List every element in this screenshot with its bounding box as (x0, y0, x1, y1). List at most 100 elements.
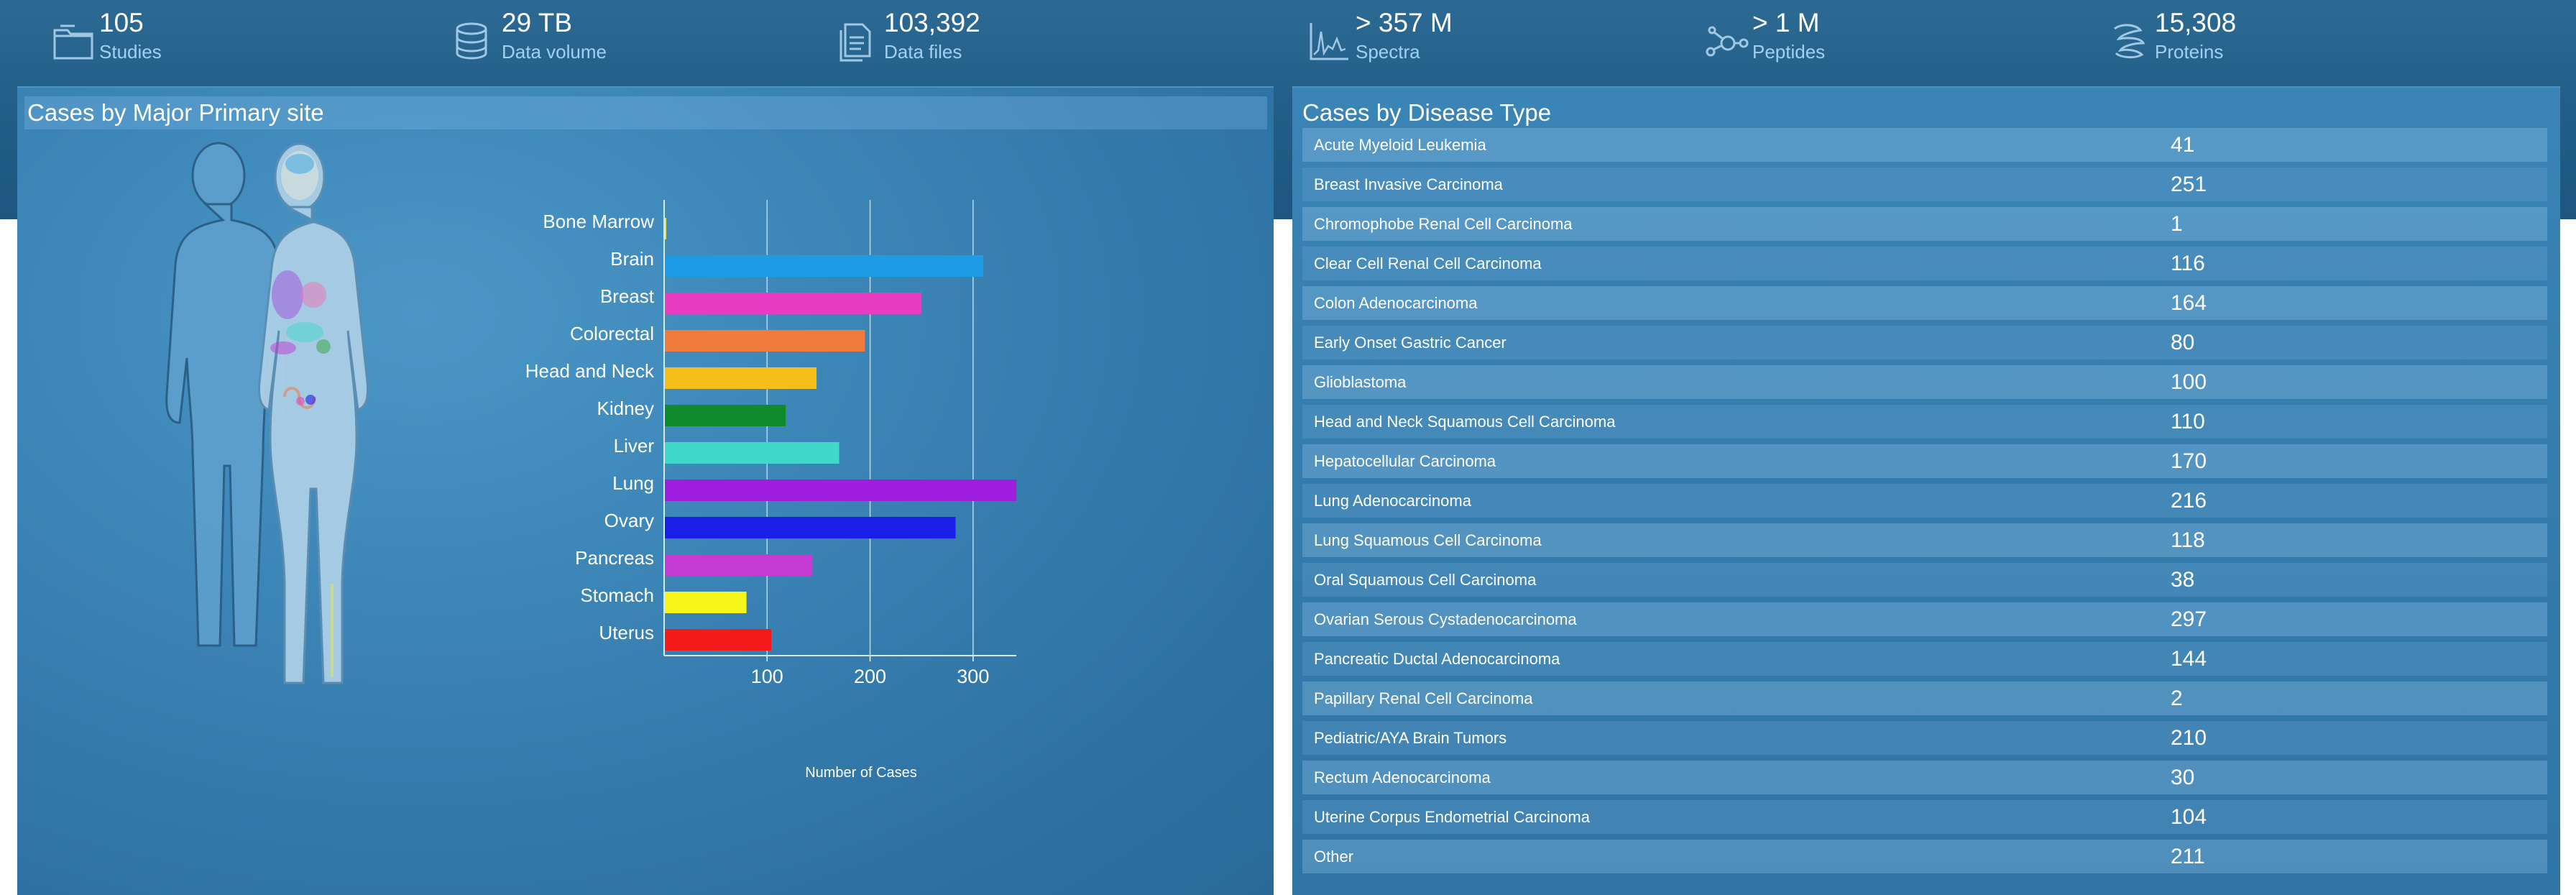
chart-x-axis: 100 200 300 (663, 200, 1016, 687)
human-body-figure[interactable] (125, 138, 413, 814)
disease-case-count: 110 (2171, 410, 2205, 433)
disease-name: Papillary Renal Cell Carcinoma (1314, 689, 1533, 707)
bar-uterus[interactable] (664, 629, 772, 651)
bar-pancreas[interactable] (664, 554, 813, 576)
disease-name: Other (1314, 848, 1354, 866)
disease-name: Acute Myeloid Leukemia (1314, 136, 1486, 154)
disease-row[interactable]: Early Onset Gastric Cancer 80 (1302, 326, 2547, 359)
breast-organ-icon[interactable] (300, 282, 326, 308)
spectrum-chart-icon (1310, 23, 1348, 60)
bar-breast[interactable] (664, 293, 922, 314)
liver-organ-icon[interactable] (286, 322, 323, 342)
cases-by-disease-type-panel: Cases by Disease Type Acute Myeloid Leuk… (1292, 86, 2560, 895)
disease-case-count: 38 (2171, 568, 2195, 592)
disease-name: Head and Neck Squamous Cell Carcinoma (1314, 413, 1616, 431)
ovary-organ-icon[interactable] (305, 395, 316, 405)
disease-name: Clear Cell Renal Cell Carcinoma (1314, 254, 1542, 272)
uterus-organ-icon[interactable] (296, 397, 305, 405)
bar-kidney[interactable] (664, 405, 786, 426)
bar-stomach[interactable] (664, 592, 747, 613)
bar-bone-marrow[interactable] (664, 218, 666, 239)
stat-value: 15,308 (2155, 8, 2237, 37)
x-tick-label: 300 (957, 666, 989, 687)
bar-liver[interactable] (664, 442, 840, 464)
stat-data-volume[interactable]: 29 TB Data volume (453, 6, 640, 78)
bar-brain[interactable] (664, 255, 984, 277)
chart-bars (664, 218, 1016, 651)
disease-case-count: 80 (2171, 331, 2195, 354)
pancreas-organ-icon[interactable] (270, 341, 296, 354)
category-label: Brain (610, 248, 654, 270)
disease-row[interactable]: Rectum Adenocarcinoma 30 (1302, 761, 2547, 794)
cases-by-primary-site-panel: Cases by Major Primary site Bone Marrow B… (17, 86, 1274, 895)
brain-organ-icon[interactable] (285, 154, 314, 174)
disease-case-count: 104 (2171, 805, 2207, 829)
stat-data-files[interactable]: 103,392 Data files (835, 6, 1036, 78)
bone-marrow-organ-icon[interactable] (331, 584, 334, 677)
primary-site-bar-chart: Bone Marrow Brain Breast Colorectal Head and… (525, 200, 1016, 781)
disease-row[interactable]: Breast Invasive Carcinoma 251 (1302, 167, 2547, 201)
bar-ovary[interactable] (664, 517, 956, 538)
disease-row[interactable]: Papillary Renal Cell Carcinoma 2 (1302, 681, 2547, 715)
disease-row[interactable]: Chromophobe Renal Cell Carcinoma 1 (1302, 207, 2547, 241)
disease-row[interactable]: Hepatocellular Carcinoma 170 (1302, 444, 2547, 478)
lung-organ-icon[interactable] (272, 270, 303, 319)
disease-row[interactable]: Pancreatic Ductal Adenocarcinoma 144 (1302, 642, 2547, 676)
stat-value: > 357 M (1356, 8, 1453, 37)
disease-name: Lung Adenocarcinoma (1314, 492, 1471, 510)
disease-row[interactable]: Ovarian Serous Cystadenocarcinoma 297 (1302, 602, 2547, 636)
disease-row[interactable]: Other 211 (1302, 840, 2547, 873)
stat-value: > 1 M (1752, 8, 1820, 37)
disease-row[interactable]: Glioblastoma 100 (1302, 365, 2547, 399)
category-label: Liver (614, 435, 655, 456)
bar-colorectal[interactable] (664, 330, 865, 352)
stat-peptides[interactable]: > 1 M Peptides (1703, 6, 1890, 78)
chart-category-labels: Bone Marrow Brain Breast Colorectal Head and… (525, 211, 655, 643)
disease-name: Early Onset Gastric Cancer (1314, 334, 1506, 352)
panel-title: Cases by Major Primary site (24, 96, 1267, 129)
disease-row[interactable]: Oral Squamous Cell Carcinoma 38 (1302, 563, 2547, 597)
disease-row[interactable]: Pediatric/AYA Brain Tumors 210 (1302, 721, 2547, 755)
disease-name: Glioblastoma (1314, 373, 1407, 391)
kidney-organ-icon[interactable] (316, 339, 331, 354)
stat-studies[interactable]: 105 Studies (50, 6, 223, 78)
disease-row[interactable]: Lung Adenocarcinoma 216 (1302, 484, 2547, 518)
stat-value: 29 TB (502, 8, 573, 37)
disease-row[interactable]: Clear Cell Renal Cell Carcinoma 116 (1302, 247, 2547, 280)
stat-label: Studies (99, 41, 162, 63)
bar-head-and-neck[interactable] (664, 367, 817, 389)
colorectal-organ-icon[interactable] (283, 387, 316, 409)
disease-row[interactable]: Uterine Corpus Endometrial Carcinoma 104 (1302, 800, 2547, 834)
disease-row[interactable]: Colon Adenocarcinoma 164 (1302, 286, 2547, 320)
stat-label: Proteins (2155, 41, 2224, 63)
disease-row[interactable]: Acute Myeloid Leukemia 41 (1302, 128, 2547, 162)
disease-case-count: 170 (2171, 449, 2207, 473)
disease-case-count: 100 (2171, 370, 2207, 394)
category-label: Kidney (597, 398, 655, 419)
stat-label: Spectra (1356, 41, 1420, 63)
disease-case-count: 210 (2171, 726, 2207, 750)
stat-value: 105 (99, 8, 144, 37)
category-label: Stomach (580, 584, 654, 606)
disease-row[interactable]: Lung Squamous Cell Carcinoma 118 (1302, 523, 2547, 557)
protein-icon (2114, 24, 2145, 59)
disease-name: Oral Squamous Cell Carcinoma (1314, 571, 1537, 589)
disease-case-count: 41 (2171, 133, 2195, 157)
category-label: Ovary (604, 510, 654, 531)
category-label: Pancreas (575, 547, 654, 569)
male-body-silhouette (165, 142, 289, 647)
disease-row[interactable]: Head and Neck Squamous Cell Carcinoma 110 (1302, 405, 2547, 439)
disease-name: Breast Invasive Carcinoma (1314, 175, 1503, 193)
bar-lung[interactable] (664, 479, 1016, 501)
disease-name: Lung Squamous Cell Carcinoma (1314, 531, 1542, 549)
category-label: Breast (600, 285, 655, 307)
panel-title: Cases by Disease Type (1302, 99, 1552, 126)
stat-proteins[interactable]: 15,308 Proteins (2106, 6, 2293, 78)
stat-label: Data files (884, 41, 962, 63)
folder-icon (53, 24, 93, 60)
stat-label: Peptides (1752, 41, 1826, 63)
category-label: Lung (612, 472, 654, 494)
disease-case-count: 297 (2171, 607, 2207, 631)
stat-spectra[interactable]: > 357 M Spectra (1307, 6, 1494, 78)
disease-case-count: 1 (2171, 212, 2183, 236)
